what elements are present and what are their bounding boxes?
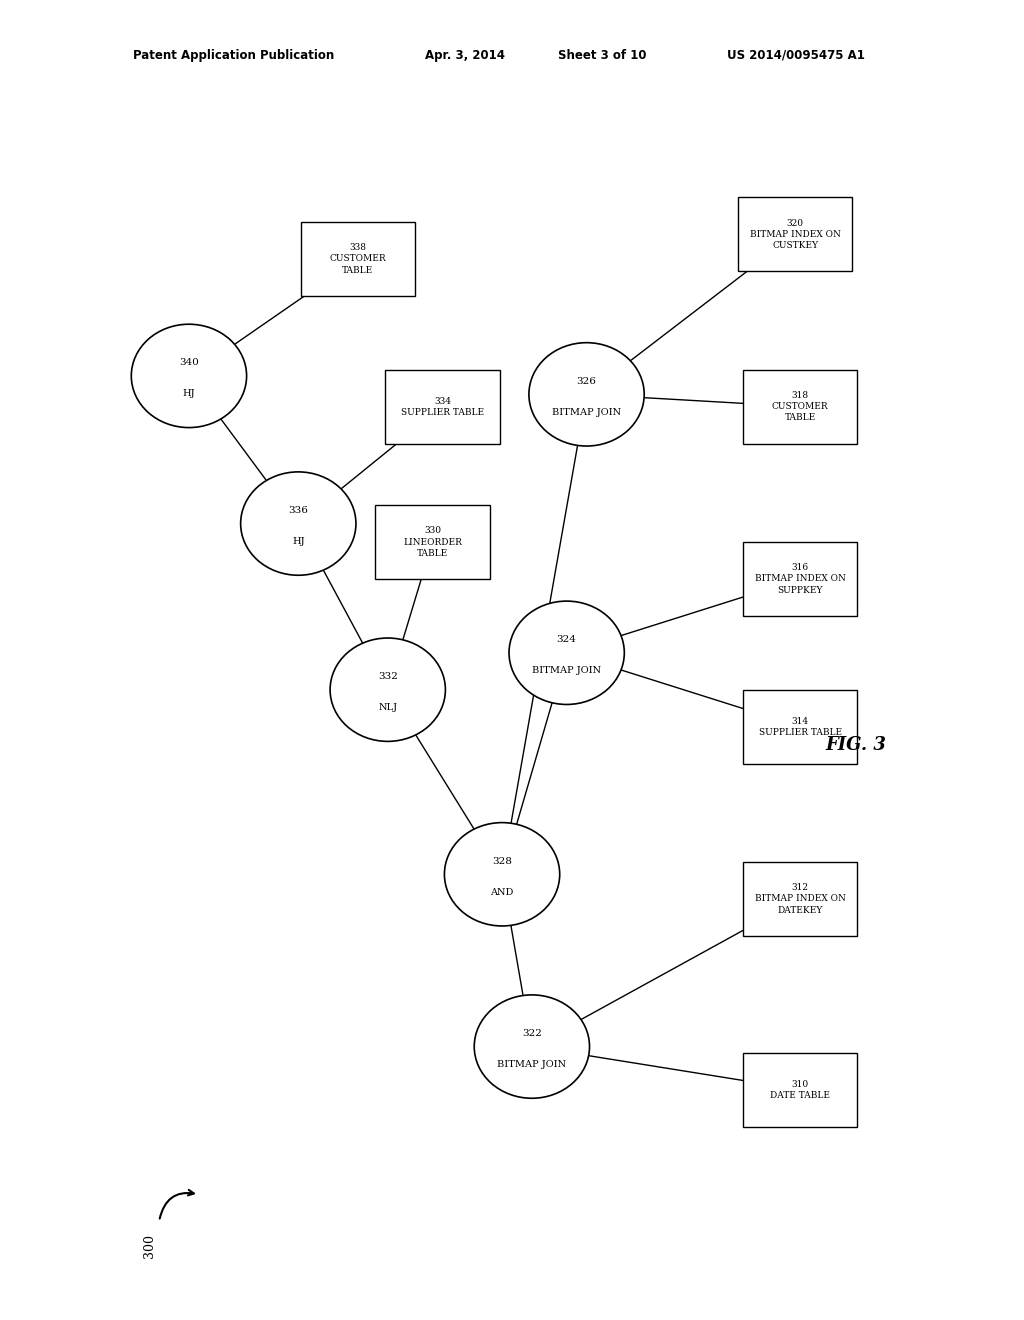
Text: 300: 300 — [142, 1234, 156, 1258]
Text: BITMAP JOIN: BITMAP JOIN — [532, 667, 601, 676]
Text: FIG. 3: FIG. 3 — [825, 737, 886, 754]
Text: 314
SUPPLIER TABLE: 314 SUPPLIER TABLE — [759, 717, 842, 737]
Text: 338
CUSTOMER
TABLE: 338 CUSTOMER TABLE — [330, 243, 386, 275]
Text: 328: 328 — [493, 857, 512, 866]
Text: 312
BITMAP INDEX ON
DATEKEY: 312 BITMAP INDEX ON DATEKEY — [755, 883, 846, 915]
Text: 340: 340 — [179, 359, 199, 367]
Text: 318
CUSTOMER
TABLE: 318 CUSTOMER TABLE — [772, 391, 828, 422]
FancyBboxPatch shape — [743, 862, 857, 936]
Ellipse shape — [444, 822, 560, 925]
Text: Sheet 3 of 10: Sheet 3 of 10 — [558, 49, 646, 62]
Text: BITMAP JOIN: BITMAP JOIN — [498, 1060, 566, 1069]
Ellipse shape — [131, 325, 247, 428]
FancyBboxPatch shape — [743, 543, 857, 616]
Ellipse shape — [529, 343, 644, 446]
Text: Patent Application Publication: Patent Application Publication — [133, 49, 335, 62]
Text: HJ: HJ — [182, 389, 196, 399]
Ellipse shape — [509, 601, 625, 705]
Text: US 2014/0095475 A1: US 2014/0095475 A1 — [727, 49, 865, 62]
Text: 332: 332 — [378, 672, 397, 681]
Text: AND: AND — [490, 888, 514, 896]
Text: 334
SUPPLIER TABLE: 334 SUPPLIER TABLE — [400, 396, 484, 417]
Ellipse shape — [241, 471, 356, 576]
Ellipse shape — [474, 995, 590, 1098]
FancyBboxPatch shape — [301, 222, 415, 296]
Text: 326: 326 — [577, 378, 597, 385]
Text: 330
LINEORDER
TABLE: 330 LINEORDER TABLE — [403, 527, 462, 557]
FancyBboxPatch shape — [385, 370, 500, 444]
FancyBboxPatch shape — [743, 370, 857, 444]
FancyBboxPatch shape — [743, 690, 857, 763]
Text: 320
BITMAP INDEX ON
CUSTKEY: 320 BITMAP INDEX ON CUSTKEY — [750, 219, 841, 249]
FancyBboxPatch shape — [743, 1053, 857, 1126]
FancyBboxPatch shape — [738, 198, 852, 272]
Ellipse shape — [330, 638, 445, 742]
Text: Apr. 3, 2014: Apr. 3, 2014 — [425, 49, 505, 62]
FancyBboxPatch shape — [376, 506, 489, 579]
Text: NLJ: NLJ — [378, 704, 397, 713]
Text: 322: 322 — [522, 1030, 542, 1038]
Text: 310
DATE TABLE: 310 DATE TABLE — [770, 1080, 830, 1100]
Text: 324: 324 — [557, 635, 577, 644]
Text: HJ: HJ — [292, 537, 304, 546]
Text: 316
BITMAP INDEX ON
SUPPKEY: 316 BITMAP INDEX ON SUPPKEY — [755, 564, 846, 594]
Text: 336: 336 — [289, 506, 308, 515]
Text: BITMAP JOIN: BITMAP JOIN — [552, 408, 622, 417]
